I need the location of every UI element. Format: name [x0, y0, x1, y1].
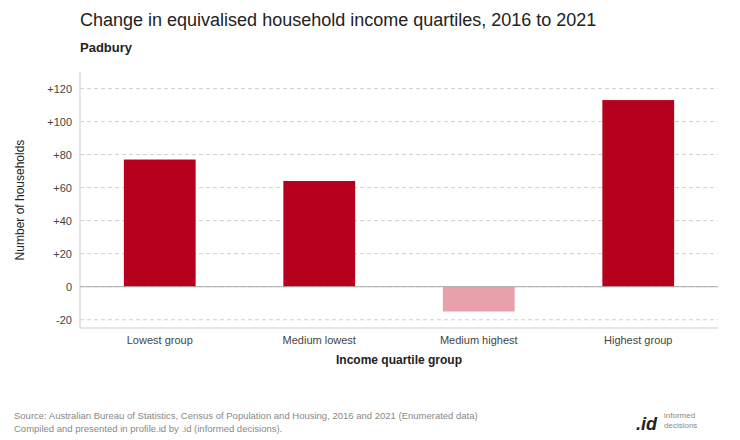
y-tick-label: 0 [66, 281, 72, 293]
background [0, 0, 740, 440]
bar [124, 160, 196, 287]
y-tick-label: +20 [53, 248, 72, 260]
zero-line [80, 286, 718, 287]
y-axis: -20 0 +20 +40 +60 +80 +100 +120 [47, 83, 718, 326]
x-axis: Lowest group Medium lowest Medium highest H… [127, 334, 673, 346]
x-tick-label: Medium lowest [283, 334, 356, 346]
grid-line [80, 88, 718, 89]
y-axis-line [80, 72, 81, 328]
bar [602, 100, 674, 287]
chart-svg: Change in equivalised household income q… [0, 0, 740, 440]
source-text: Compiled and presented in profile.id by … [14, 423, 282, 434]
bars [124, 100, 674, 311]
x-tick-label: Lowest group [127, 334, 193, 346]
subtitle: Padbury [80, 40, 133, 55]
logo-text: informed [664, 411, 695, 420]
y-axis-title: Number of households [13, 140, 27, 261]
y-tick-label: +100 [47, 116, 72, 128]
y-tick-label: -20 [56, 314, 72, 326]
y-tick-label: +120 [47, 83, 72, 95]
source-text: Source: Australian Bureau of Statistics,… [14, 410, 478, 421]
y-tick-label: +80 [53, 149, 72, 161]
logo: .id [636, 414, 658, 434]
x-tick-label: Highest group [604, 334, 673, 346]
grid-line [80, 319, 718, 320]
title: Change in equivalised household income q… [80, 10, 596, 30]
page: {"chart_data": {"type": "bar", "title": … [0, 0, 740, 440]
x-axis-line [80, 328, 718, 329]
grid-line [80, 286, 718, 287]
logo-text: decisions [664, 421, 697, 430]
y-tick-label: +60 [53, 182, 72, 194]
bar [443, 287, 515, 312]
x-tick-label: Medium highest [440, 334, 518, 346]
y-tick-label: +40 [53, 215, 72, 227]
bar [283, 181, 355, 287]
x-axis-title: Income quartile group [336, 353, 462, 367]
chart-container: Change in equivalised household income q… [0, 0, 740, 440]
